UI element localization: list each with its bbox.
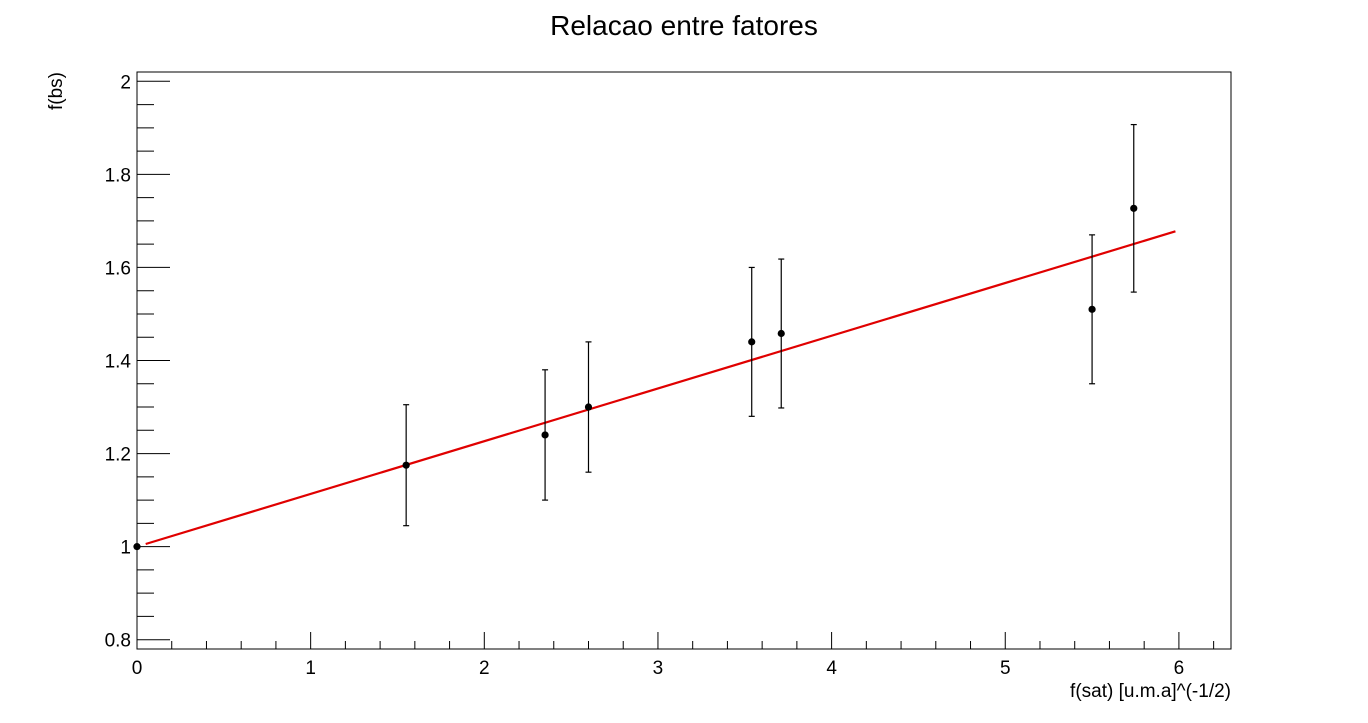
- plot-frame: [136, 71, 1232, 650]
- y-tick-label: 2: [120, 72, 131, 93]
- x-tick-label: 0: [132, 658, 143, 679]
- data-point: [1088, 305, 1096, 313]
- y-tick-label: 1.8: [105, 165, 131, 186]
- y-axis: 0.8 1 1.2 1.4 1.6 1.8 2: [105, 72, 170, 652]
- y-tick-label: 1.4: [105, 352, 132, 373]
- x-tick-label: 4: [826, 658, 837, 679]
- x-tick-label: 6: [1174, 658, 1185, 679]
- data-point: [402, 461, 410, 469]
- data-point: [748, 338, 756, 346]
- data-point: [541, 431, 549, 439]
- y-tick-label: 0.8: [105, 631, 131, 652]
- data-point: [777, 329, 785, 338]
- x-tick-label: 3: [653, 658, 664, 679]
- x-axis-label: f(sat) [u.m.a]^(-1/2): [1070, 681, 1231, 702]
- fit-layer: [145, 230, 1176, 546]
- y-tick-label: 1.6: [105, 258, 131, 279]
- x-axis: 0 1 2 3 4 5 6: [132, 632, 1215, 679]
- data-point: [584, 403, 593, 411]
- data-point: [1130, 204, 1138, 212]
- fit-line: [145, 230, 1176, 546]
- y-tick-label: 1.2: [105, 445, 131, 466]
- chart-title: Relacao entre fatores: [550, 10, 818, 41]
- x-tick-label: 2: [479, 658, 490, 679]
- points-layer: [133, 123, 1138, 551]
- data-point: [133, 543, 141, 551]
- x-tick-label: 5: [1000, 658, 1011, 679]
- y-tick-label: 1: [120, 538, 131, 559]
- y-axis-label: f(bs): [46, 72, 67, 110]
- x-tick-label: 1: [305, 658, 316, 679]
